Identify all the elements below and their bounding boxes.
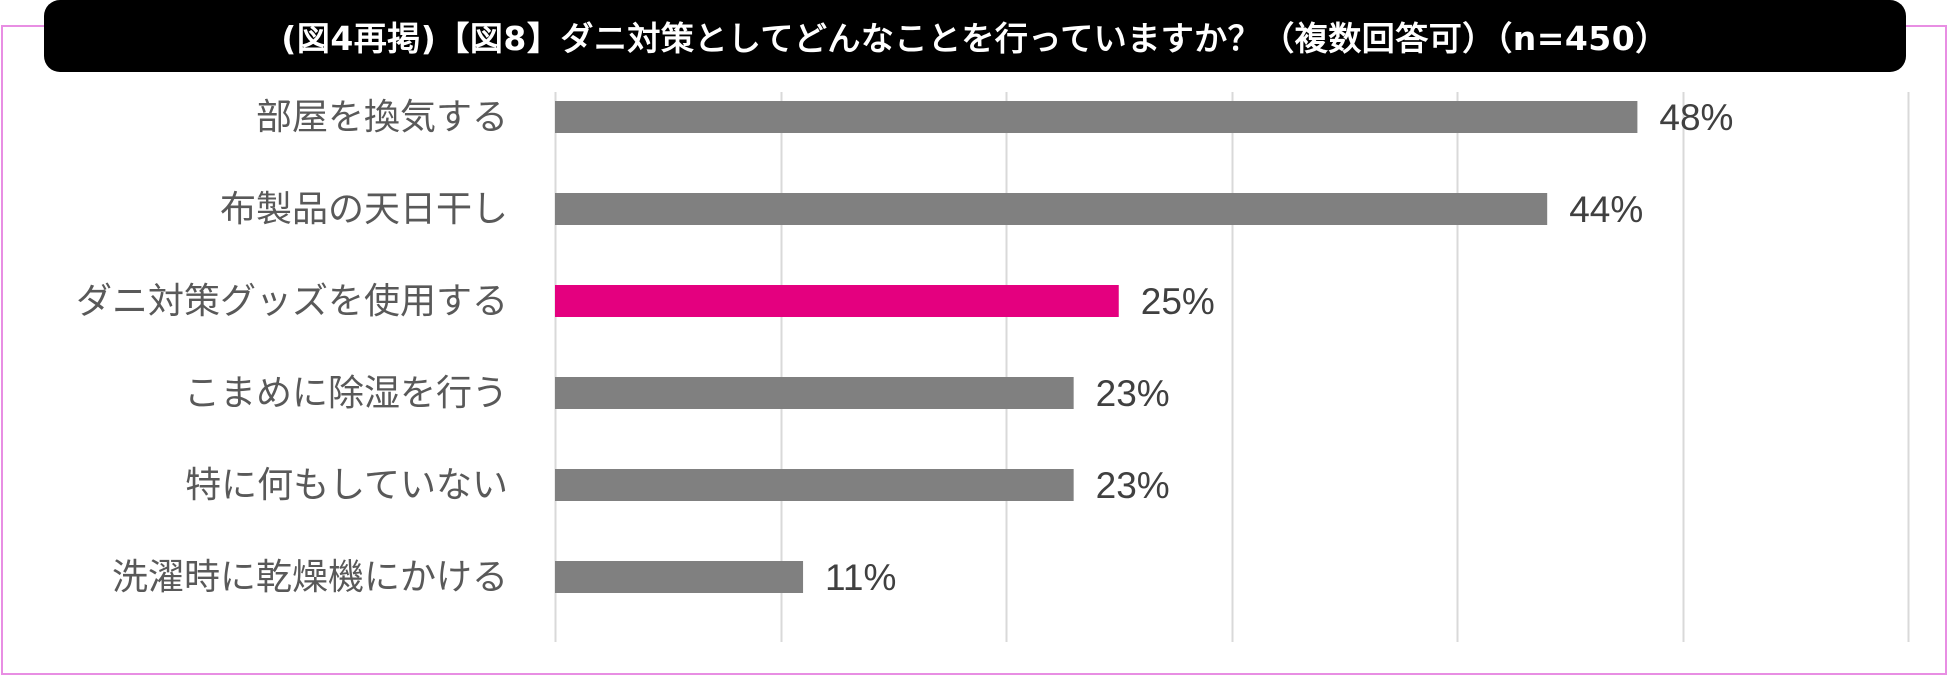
category-label: 部屋を換気する <box>256 97 508 138</box>
category-label: 特に何もしていない <box>185 465 508 506</box>
title-bar: (図4再掲)【図8】ダニ対策としてどんなことを行っていますか？（複数回答可）（n… <box>44 0 1906 72</box>
bar <box>555 101 1638 133</box>
data-label: 11% <box>825 557 896 598</box>
bar <box>555 561 804 593</box>
category-label: こまめに除湿を行う <box>184 373 508 414</box>
data-label: 48% <box>1659 97 1733 138</box>
bar <box>555 377 1074 409</box>
bar <box>555 469 1074 501</box>
category-label: 洗濯時に乾燥機にかける <box>112 557 508 598</box>
chart-title: (図4再掲)【図8】ダニ対策としてどんなことを行っていますか？（複数回答可）（n… <box>281 19 1669 58</box>
data-label: 23% <box>1096 465 1170 506</box>
category-label: 布製品の天日干し <box>220 189 508 230</box>
bar <box>555 285 1119 317</box>
data-label: 23% <box>1096 373 1170 414</box>
data-label: 44% <box>1569 189 1643 230</box>
category-label: ダニ対策グッズを使用する <box>76 281 508 322</box>
data-label: 25% <box>1141 281 1215 322</box>
bar <box>555 193 1548 225</box>
